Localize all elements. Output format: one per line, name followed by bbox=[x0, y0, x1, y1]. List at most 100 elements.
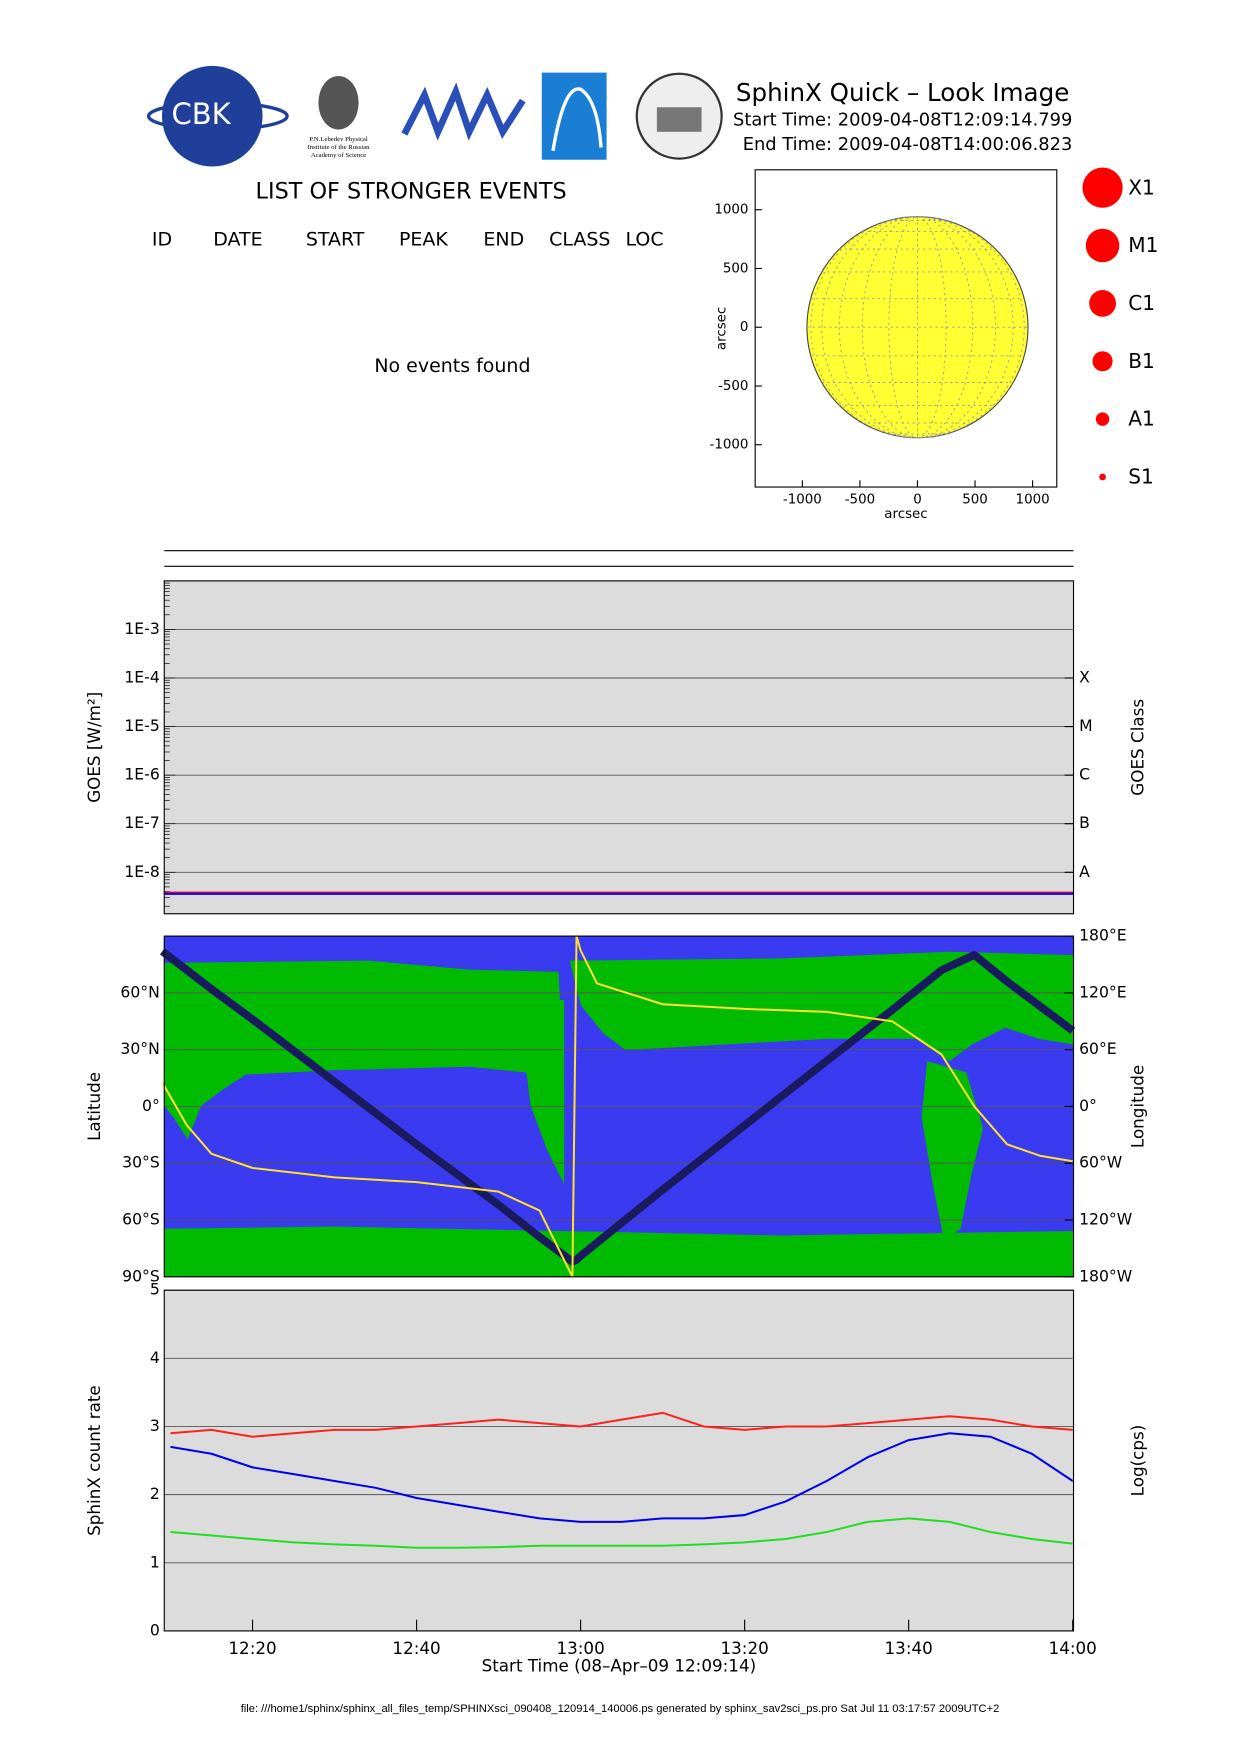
series-line bbox=[170, 1411, 1073, 1438]
series-line bbox=[161, 935, 1073, 1278]
y2-tick-label: X bbox=[1079, 668, 1090, 687]
y2-tick-label: A bbox=[1079, 862, 1090, 881]
logo-cbk: CBK bbox=[146, 65, 289, 167]
y-tick-label: 30°S bbox=[122, 1153, 160, 1172]
institute-line: P.N.Lebedev Physical bbox=[309, 136, 368, 143]
y2-tick-label: 60°E bbox=[1079, 1039, 1117, 1058]
y2-axis-label: GOES Class bbox=[1127, 699, 1147, 796]
series-line bbox=[170, 1517, 1073, 1549]
column-header: LOC bbox=[626, 229, 664, 251]
x-tick-label: 1000 bbox=[1016, 492, 1050, 507]
x-axis-label: Start Time (08–Apr–09 12:09:14) bbox=[482, 1656, 757, 1676]
start-time: Start Time: 2009-04-08T12:09:14.799 bbox=[733, 110, 1072, 131]
meridian bbox=[888, 216, 947, 439]
plot-frame bbox=[163, 580, 1075, 915]
x-tick-label: 12:20 bbox=[228, 1638, 276, 1658]
legend-marker bbox=[1092, 351, 1113, 372]
y2-axis-label: Log(cps) bbox=[1127, 1425, 1147, 1497]
y-tick-label: 1E-4 bbox=[124, 668, 159, 687]
legend-marker bbox=[1085, 228, 1120, 263]
institute-line: Academy of Science bbox=[311, 152, 366, 159]
title: SphinX Quick – Look Image bbox=[736, 78, 1069, 107]
legend-label: S1 bbox=[1128, 465, 1154, 489]
y2-tick-label: 120°W bbox=[1079, 1210, 1132, 1229]
y-tick-label: 5 bbox=[150, 1280, 160, 1299]
column-header: DATE bbox=[213, 229, 262, 251]
x-tick-label: -1000 bbox=[783, 492, 822, 507]
meridian bbox=[821, 216, 1014, 439]
y2-tick-label: 180°W bbox=[1079, 1266, 1132, 1285]
series-line bbox=[170, 1432, 1074, 1523]
x-tick-label: 500 bbox=[962, 492, 988, 507]
y-tick-label: 2 bbox=[150, 1484, 160, 1503]
column-header: END bbox=[483, 229, 524, 251]
y-tick-label: 0 bbox=[740, 320, 749, 335]
y-tick-label: 1E-7 bbox=[124, 813, 159, 832]
legend-label: A1 bbox=[1128, 407, 1155, 431]
x-tick-label: 0 bbox=[913, 492, 922, 507]
column-header: CLASS bbox=[549, 229, 610, 251]
sun-disk bbox=[806, 216, 1029, 439]
column-header: PEAK bbox=[399, 229, 448, 251]
x-tick-label: 13:40 bbox=[885, 1638, 933, 1658]
y-tick-label: -1000 bbox=[710, 438, 749, 453]
logo-text: CBK bbox=[171, 97, 231, 131]
y-tick-label: 90°S bbox=[122, 1266, 160, 1285]
y-tick-label: 3 bbox=[150, 1416, 160, 1435]
y2-tick-label: 120°E bbox=[1079, 982, 1127, 1001]
y2-axis-label: Longitude bbox=[1127, 1065, 1147, 1148]
y-tick-label: 30°N bbox=[120, 1039, 159, 1058]
legend-marker bbox=[1082, 167, 1123, 208]
plot-background bbox=[164, 1290, 1074, 1631]
y-tick-label: 1E-3 bbox=[124, 619, 159, 638]
y-tick-label: -500 bbox=[718, 379, 748, 394]
no-events: No events found bbox=[374, 355, 530, 377]
legend-marker bbox=[1099, 473, 1106, 481]
logo-lebedev: P.N.Lebedev Physical Institute of the Ru… bbox=[308, 75, 371, 159]
y2-tick-label: B bbox=[1079, 813, 1090, 832]
x-axis-label: arcsec bbox=[884, 507, 927, 522]
y-tick-label: 1000 bbox=[714, 203, 748, 218]
events-title: LIST OF STRONGER EVENTS bbox=[256, 179, 567, 205]
y-tick-label: 1E-6 bbox=[124, 765, 159, 784]
y2-tick-label: 60°W bbox=[1079, 1153, 1122, 1172]
y2-tick-label: 0° bbox=[1079, 1096, 1097, 1115]
y-axis-label: GOES [W/m²] bbox=[84, 692, 104, 803]
legend-label: C1 bbox=[1128, 291, 1155, 315]
y-tick-label: 4 bbox=[150, 1348, 160, 1367]
footer: file: ///home1/sphinx/sphinx_all_files_t… bbox=[241, 1703, 1000, 1715]
legend-marker bbox=[1089, 289, 1116, 317]
column-header: START bbox=[306, 229, 365, 251]
y-tick-label: 1 bbox=[150, 1552, 160, 1571]
plot-frame bbox=[163, 1289, 1075, 1632]
series-line bbox=[159, 948, 1076, 1266]
y-tick-label: 500 bbox=[723, 261, 749, 276]
x-tick-label: -500 bbox=[845, 492, 875, 507]
legend-label: B1 bbox=[1128, 349, 1155, 373]
y-tick-label: 0° bbox=[142, 1096, 160, 1115]
meridian bbox=[861, 216, 974, 439]
y-tick-label: 1E-5 bbox=[124, 716, 159, 735]
y-tick-label: 60°S bbox=[122, 1210, 160, 1229]
y2-tick-label: 180°E bbox=[1079, 926, 1127, 945]
y-tick-label: 60°N bbox=[120, 982, 159, 1001]
x-tick-label: 13:00 bbox=[556, 1638, 604, 1658]
plot-background bbox=[164, 580, 1074, 914]
end-time: End Time: 2009-04-08T14:00:06.823 bbox=[743, 134, 1073, 155]
x-tick-label: 13:20 bbox=[721, 1638, 769, 1658]
legend-label: M1 bbox=[1128, 233, 1158, 257]
plot-frame bbox=[163, 935, 1075, 1278]
meridian bbox=[810, 216, 1025, 439]
logo-mian bbox=[401, 82, 526, 141]
y-axis-label: Latitude bbox=[84, 1072, 104, 1141]
y-axis-label: arcsec bbox=[715, 307, 730, 350]
legend-label: X1 bbox=[1128, 175, 1155, 199]
legend-marker bbox=[1095, 412, 1110, 426]
plot-frame bbox=[754, 169, 1058, 488]
y-tick-label: 1E-8 bbox=[124, 862, 159, 881]
y-axis-label: SphinX count rate bbox=[84, 1385, 104, 1536]
institute-line: Institute of the Russian bbox=[308, 144, 371, 151]
y-tick-label: 0 bbox=[150, 1620, 160, 1639]
x-tick-label: 12:40 bbox=[392, 1638, 440, 1658]
